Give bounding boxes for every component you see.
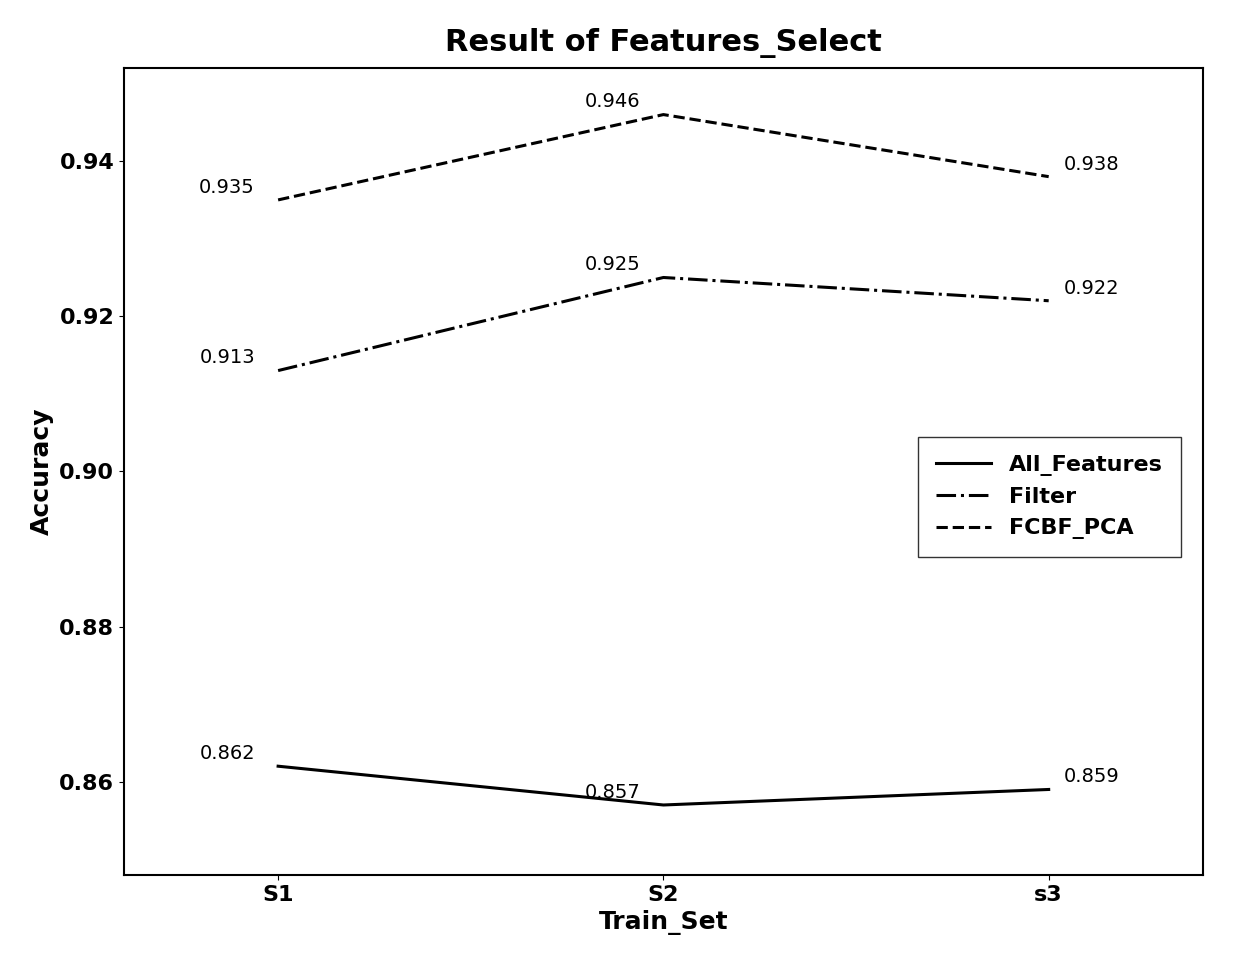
All_Features (656, 799, 671, 811)
Y-axis label: Accuracy: Accuracy (30, 407, 53, 536)
Text: 0.862: 0.862 (200, 745, 255, 763)
Filter (270, 364, 285, 376)
All_Features (270, 760, 285, 772)
All_Features (1042, 783, 1056, 795)
Text: 0.859: 0.859 (1064, 767, 1120, 786)
FCBF_PCA (1042, 171, 1056, 183)
Text: 0.913: 0.913 (200, 349, 255, 367)
Text: 0.925: 0.925 (584, 256, 640, 274)
Text: 0.922: 0.922 (1064, 279, 1120, 297)
Title: Result of Features_Select: Result of Features_Select (445, 28, 882, 58)
Legend: All_Features, Filter, FCBF_PCA: All_Features, Filter, FCBF_PCA (918, 437, 1180, 557)
Line: Filter: Filter (278, 277, 1049, 370)
FCBF_PCA (656, 109, 671, 121)
Text: 0.935: 0.935 (200, 178, 255, 196)
Text: 0.946: 0.946 (584, 92, 640, 112)
Text: 0.857: 0.857 (584, 782, 640, 802)
Line: FCBF_PCA: FCBF_PCA (278, 115, 1049, 200)
FCBF_PCA (270, 194, 285, 206)
Filter (656, 271, 671, 283)
X-axis label: Train_Set: Train_Set (599, 910, 728, 935)
Filter (1042, 295, 1056, 306)
Line: All_Features: All_Features (278, 766, 1049, 805)
Text: 0.938: 0.938 (1064, 155, 1120, 174)
